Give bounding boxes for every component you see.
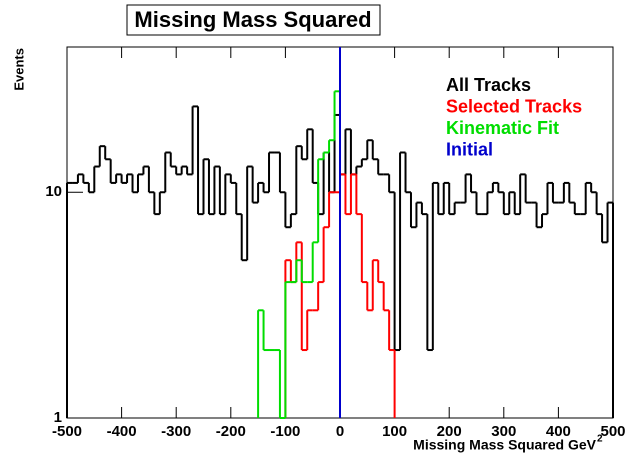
x-axis-label: Missing Mass Squared GeV — [413, 437, 596, 453]
x-tick-label: 100 — [382, 423, 407, 440]
x-tick-label: -300 — [161, 423, 191, 440]
x-tick-label: 200 — [437, 423, 462, 440]
y-tick-label: 10 — [45, 183, 62, 200]
legend-entry: Kinematic Fit — [446, 118, 559, 138]
y-axis-label: Events — [11, 48, 26, 91]
x-tick-label: -500 — [52, 423, 82, 440]
legend-entry: All Tracks — [446, 75, 531, 95]
x-tick-label: 400 — [546, 423, 571, 440]
y-tick-label: 1 — [54, 409, 62, 426]
x-tick-label: 500 — [600, 423, 625, 440]
x-axis-label-superscript: 2 — [597, 434, 603, 445]
legend-entry: Initial — [446, 139, 493, 159]
x-tick-label: -400 — [107, 423, 137, 440]
x-tick-label: -100 — [270, 423, 300, 440]
legend-entry: Selected Tracks — [446, 96, 582, 116]
title-box — [126, 4, 381, 36]
x-tick-label: 0 — [336, 423, 344, 440]
chart-title: Missing Mass Squared — [134, 7, 371, 32]
x-tick-label: -200 — [216, 423, 246, 440]
x-tick-label: 300 — [491, 423, 516, 440]
